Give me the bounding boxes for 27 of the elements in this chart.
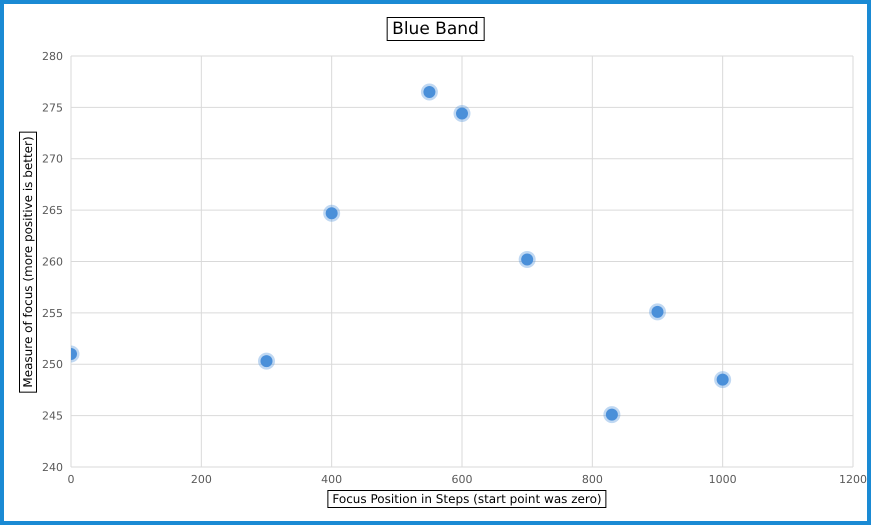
y-axis-title: Measure of focus (more positive is better) bbox=[19, 131, 37, 393]
point bbox=[258, 352, 275, 370]
y-tick-label: 260 bbox=[42, 255, 63, 268]
x-tick-label: 800 bbox=[582, 472, 603, 486]
point bbox=[714, 371, 732, 388]
point bbox=[323, 204, 340, 222]
y-tick-label: 265 bbox=[42, 204, 63, 218]
point bbox=[454, 105, 470, 122]
y-tick-label: 270 bbox=[42, 152, 63, 166]
y-tick-label: 255 bbox=[42, 306, 63, 320]
x-tick-label: 600 bbox=[452, 472, 472, 486]
y-tick-label: 280 bbox=[42, 50, 63, 63]
y-tick-label: 250 bbox=[42, 358, 63, 372]
chart-title: Blue Band bbox=[386, 17, 485, 41]
point bbox=[518, 250, 536, 268]
point bbox=[420, 83, 438, 100]
y-tick-label: 245 bbox=[42, 410, 63, 423]
point bbox=[649, 303, 666, 320]
x-tick-label: 400 bbox=[321, 472, 342, 486]
y-tick-label: 240 bbox=[42, 460, 63, 474]
x-tick-label: 200 bbox=[190, 472, 212, 486]
x-tick-label: 1000 bbox=[708, 472, 737, 486]
x-axis-title: Focus Position in Steps (start point was zero) bbox=[327, 490, 607, 508]
x-tick-label: 1200 bbox=[839, 472, 867, 486]
y-tick-label: 275 bbox=[42, 101, 63, 114]
point bbox=[603, 406, 620, 424]
x-tick-label: 0 bbox=[68, 472, 74, 486]
